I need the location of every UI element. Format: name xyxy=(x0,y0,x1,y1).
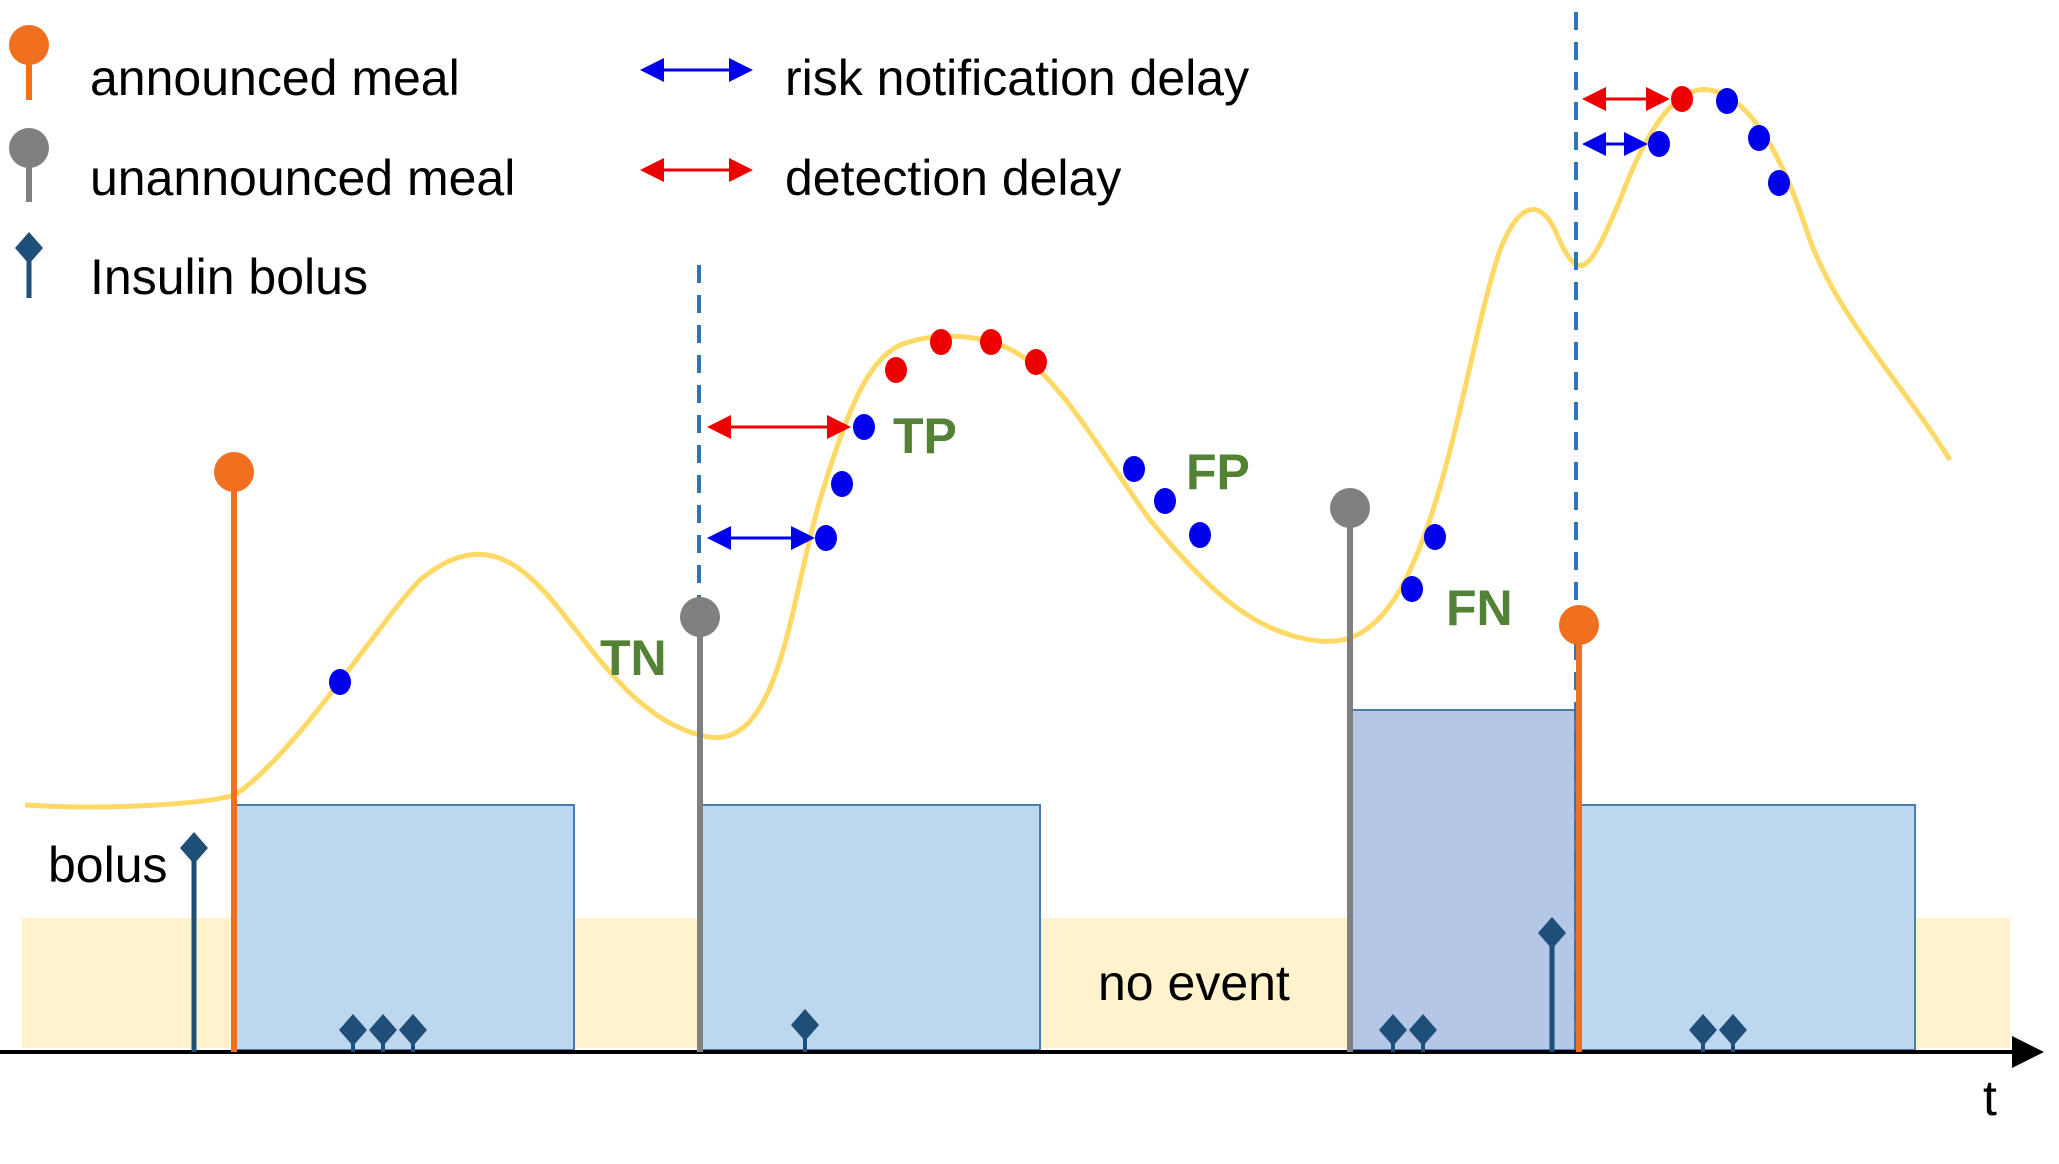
unannounced-meal-marker-2 xyxy=(1330,488,1370,1052)
risk-notification-points xyxy=(329,88,1790,695)
legend-detection-delay-label: detection delay xyxy=(785,150,1121,206)
legend-announced-meal-icon xyxy=(9,25,49,100)
legend-unannounced-meal-icon xyxy=(9,128,49,202)
time-axis-label: t xyxy=(1983,1070,1997,1126)
outcome-label-fp: FP xyxy=(1186,444,1250,500)
event-window-unannounced-1 xyxy=(699,804,1041,1051)
bolus-label: bolus xyxy=(48,837,168,893)
legend-risk-notification-delay-label: risk notification delay xyxy=(785,50,1249,106)
announced-meal-marker-1 xyxy=(214,452,254,1052)
outcome-label-fn: FN xyxy=(1446,580,1513,636)
event-window-announced-2 xyxy=(1574,804,1916,1051)
announced-meal-marker-2 xyxy=(1559,605,1599,1052)
insulin-bolus-marker xyxy=(180,832,1747,1052)
glucose-curve xyxy=(24,87,1953,810)
event-window-unannounced-2 xyxy=(1349,709,1576,1051)
unannounced-meal-marker-1 xyxy=(680,597,720,1052)
legend-insulin-bolus-label: Insulin bolus xyxy=(90,249,368,305)
legend-insulin-bolus-icon xyxy=(15,232,43,298)
outcome-label-tp: TP xyxy=(893,408,957,464)
event-window-announced-1 xyxy=(233,804,575,1051)
no-event-label: no event xyxy=(1098,955,1290,1011)
outcome-label-tn: TN xyxy=(600,630,667,686)
legend: announced meal unannounced meal Insulin … xyxy=(9,25,1249,305)
detection-points xyxy=(885,86,1693,383)
legend-announced-meal-label: announced meal xyxy=(90,50,460,106)
legend-unannounced-meal-label: unannounced meal xyxy=(90,150,515,206)
